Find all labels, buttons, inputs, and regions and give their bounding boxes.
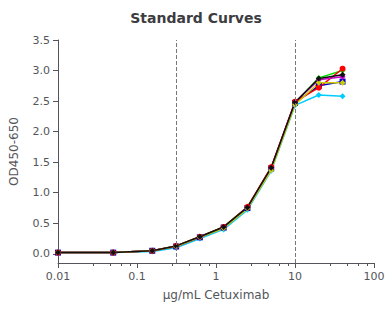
svg-text:1.0: 1.0 <box>33 186 51 199</box>
svg-text:OD450-650: OD450-650 <box>7 117 21 186</box>
svg-text:3.5: 3.5 <box>33 34 51 47</box>
svg-text:1: 1 <box>213 270 220 283</box>
svg-text:Standard Curves: Standard Curves <box>130 10 262 26</box>
svg-text:2.0: 2.0 <box>33 125 51 138</box>
svg-text:2.5: 2.5 <box>33 95 51 108</box>
svg-text:3.0: 3.0 <box>33 64 51 77</box>
svg-text:0.5: 0.5 <box>33 217 51 230</box>
svg-text:μg/mL Cetuximab: μg/mL Cetuximab <box>163 288 270 302</box>
svg-text:10: 10 <box>288 270 302 283</box>
svg-text:1.5: 1.5 <box>33 156 51 169</box>
svg-text:0.01: 0.01 <box>46 270 71 283</box>
svg-text:0.0: 0.0 <box>33 247 51 260</box>
svg-text:0.1: 0.1 <box>128 270 146 283</box>
svg-text:100: 100 <box>364 270 385 283</box>
